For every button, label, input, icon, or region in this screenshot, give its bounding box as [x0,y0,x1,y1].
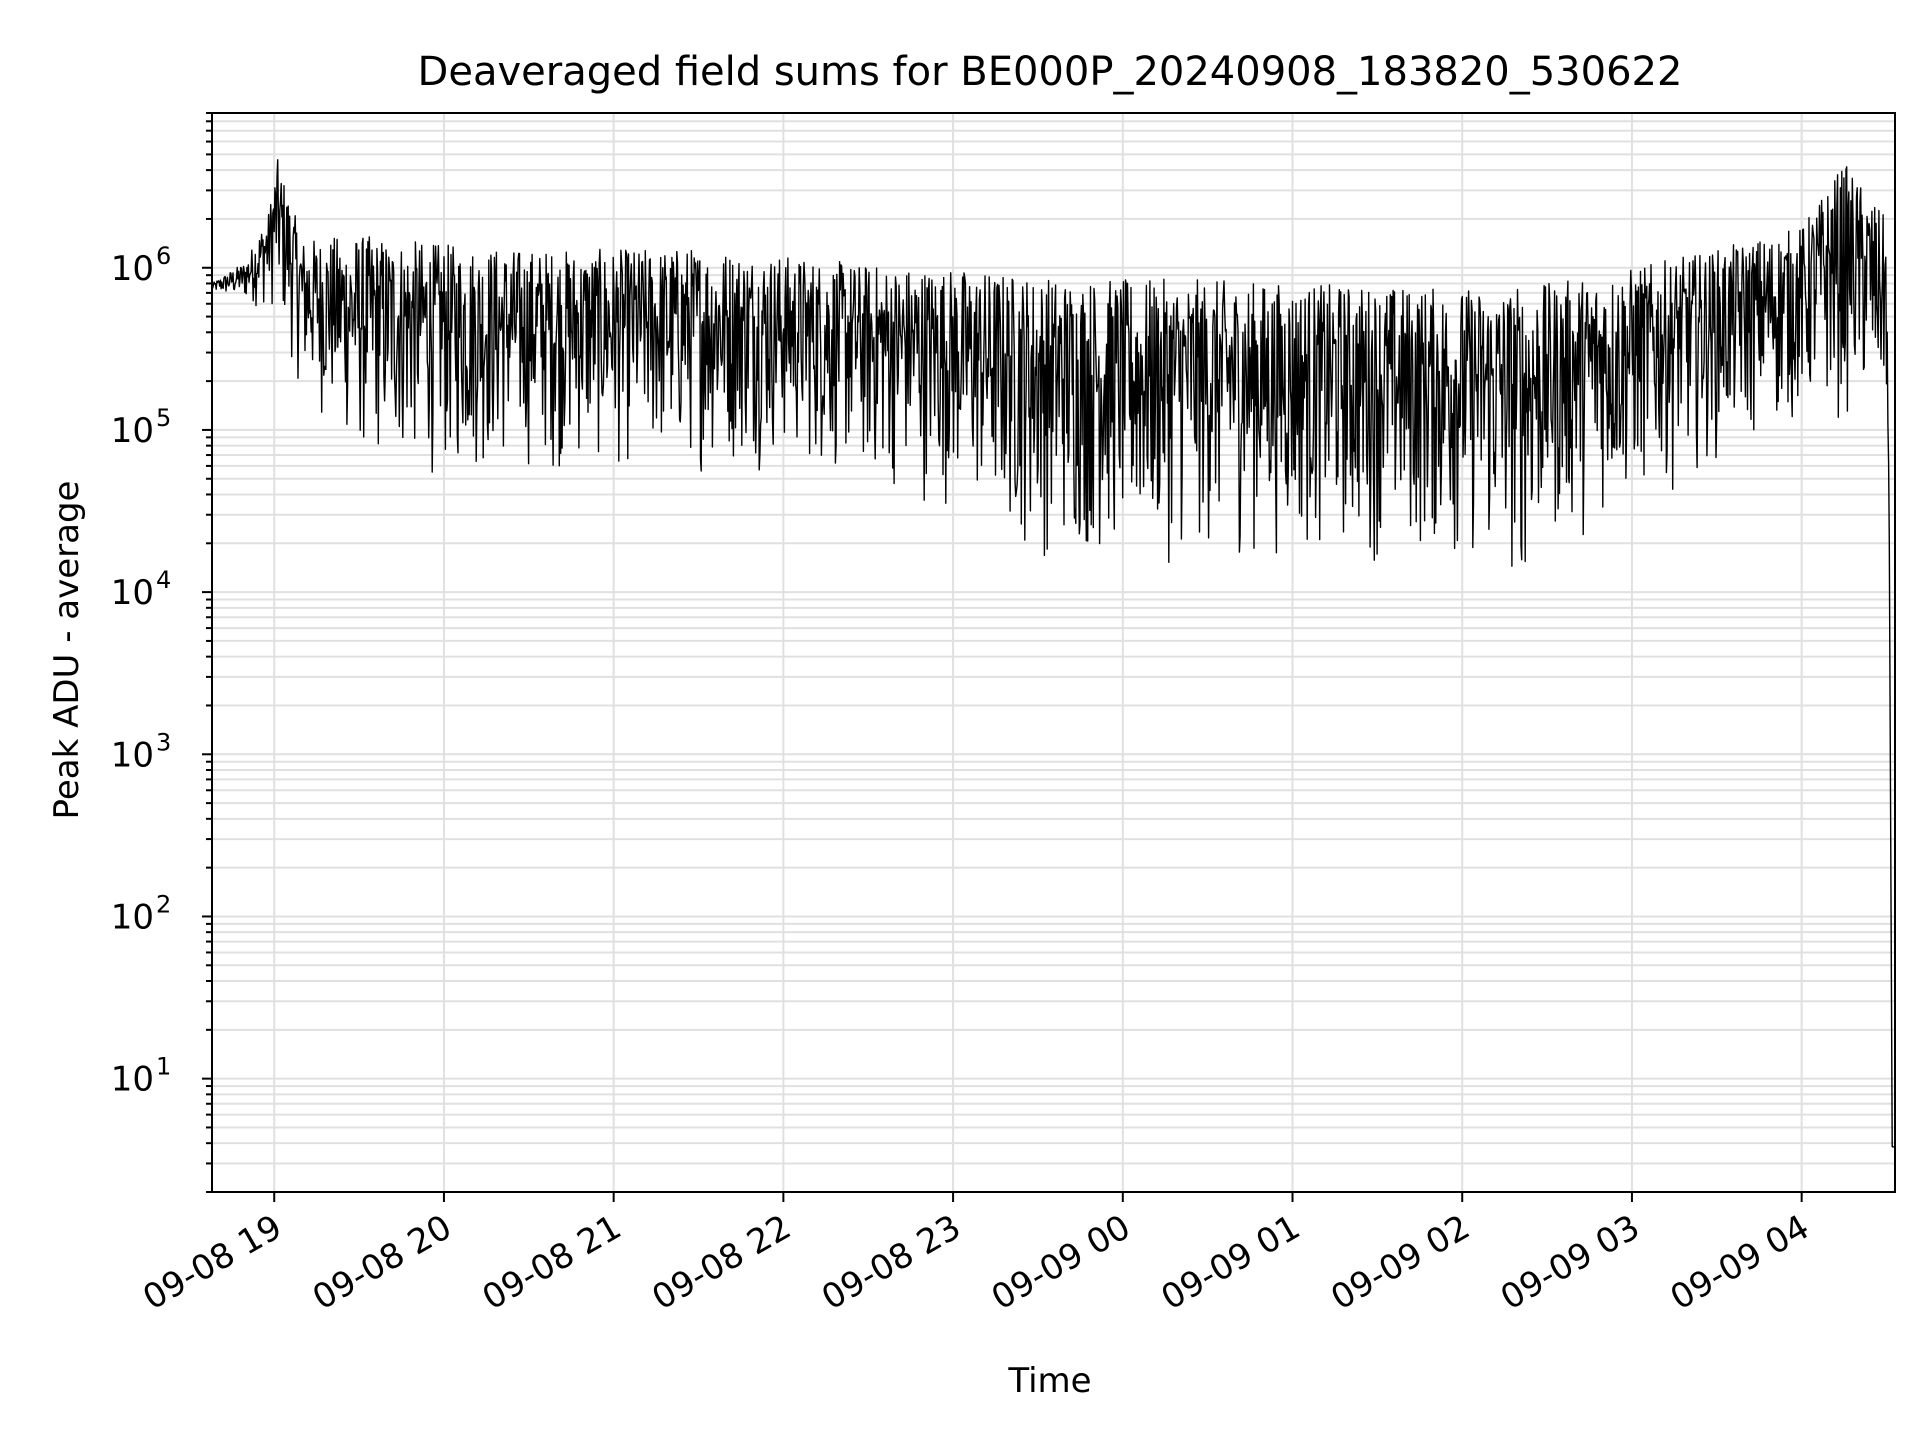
y-axis-label: Peak ADU - average [47,481,87,820]
y-tick-exponent: 5 [156,404,171,432]
y-tick-exponent: 4 [156,566,171,594]
data-series [211,159,1895,1148]
y-tick-exponent: 3 [156,728,171,756]
x-axis-label: Time [1007,1361,1091,1401]
y-tick-exponent: 2 [156,890,171,918]
plot-frame [211,112,1896,1193]
series-line [211,159,1895,1148]
y-tick-label: 10 [111,411,154,451]
y-tick-label: 10 [111,1060,154,1100]
y-tick-label: 10 [111,735,154,775]
grid [212,112,1895,1193]
chart-title: Deaveraged field sums for BE000P_2024090… [418,49,1683,95]
y-tick-label: 10 [111,897,154,937]
y-tick-label: 10 [111,249,154,289]
y-tick-label: 10 [111,573,154,613]
y-tick-exponent: 1 [156,1053,171,1081]
y-tick-exponent: 6 [156,242,171,270]
